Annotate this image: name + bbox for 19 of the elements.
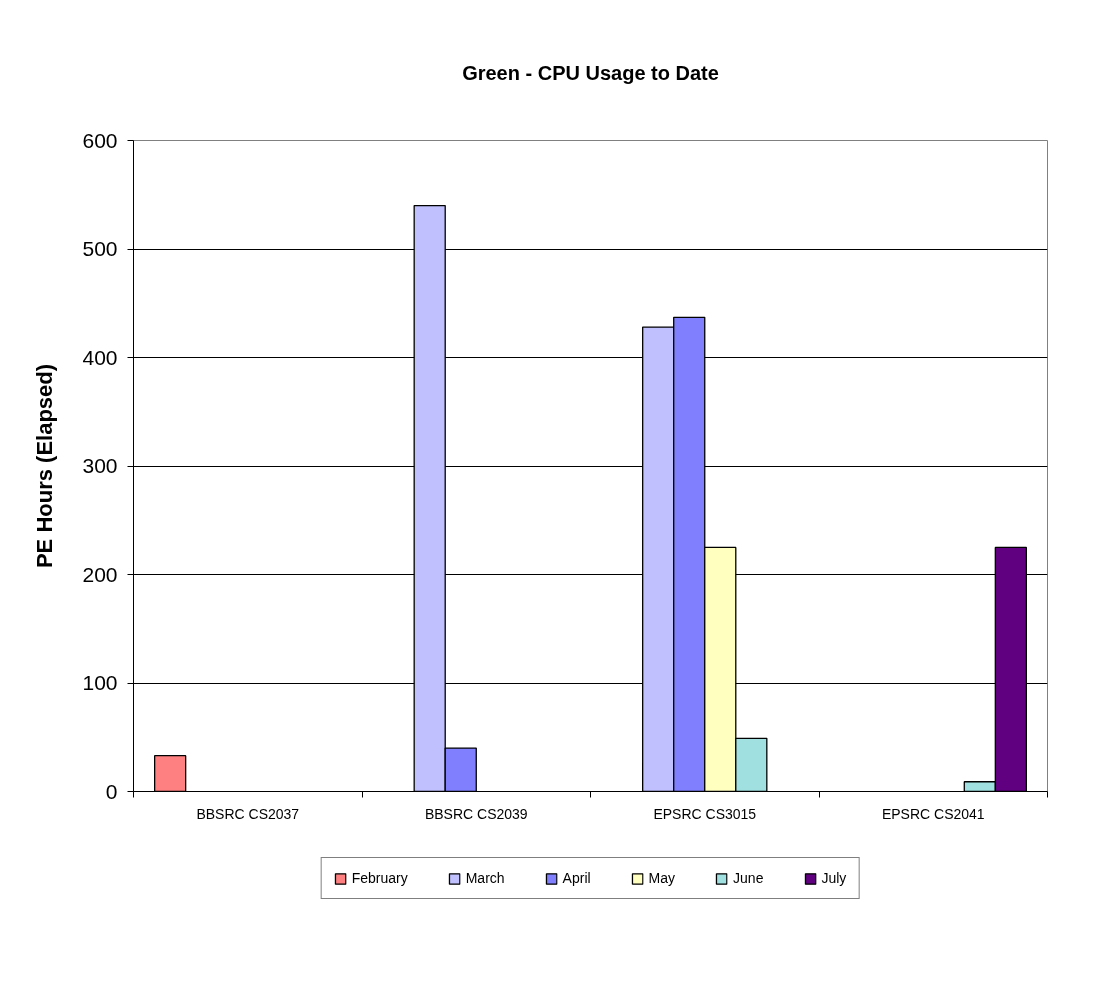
y-tick-label: 300 [82, 454, 118, 477]
legend-label: June [733, 870, 764, 886]
y-axis-title: PE Hours (Elapsed) [32, 363, 58, 569]
x-tick-label: EPSRC CS2041 [881, 805, 985, 822]
x-tick-label: BBSRC CS2039 [424, 805, 528, 822]
y-tick-label: 400 [82, 345, 118, 369]
y-tick-label: 500 [82, 237, 118, 260]
legend-label: May [648, 870, 676, 886]
x-tick-label: BBSRC CS2037 [196, 805, 300, 822]
y-tick-label: 600 [82, 128, 118, 152]
chart-title: Green - CPU Usage to Date [462, 61, 719, 84]
legend-label: July [821, 870, 847, 886]
y-tick-label: 0 [105, 779, 118, 803]
y-tick-label: 100 [82, 671, 118, 694]
x-tick-label: EPSRC CS3015 [653, 805, 757, 822]
legend-label: April [562, 870, 591, 886]
legend-label: February [351, 870, 408, 886]
legend-label: March [465, 870, 505, 886]
y-tick-label: 200 [82, 562, 118, 586]
